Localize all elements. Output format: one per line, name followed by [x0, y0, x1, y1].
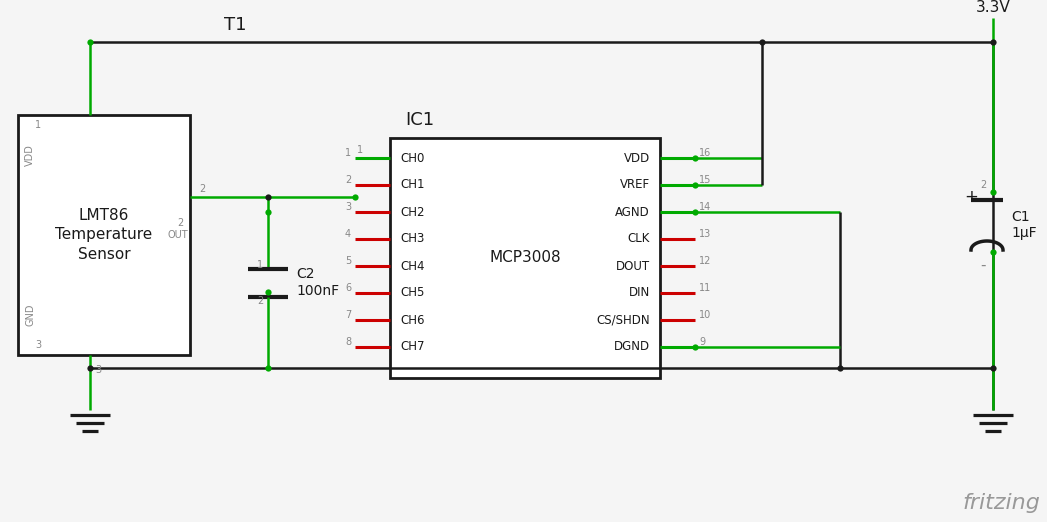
Text: VDD: VDD — [624, 151, 650, 164]
Text: 2: 2 — [257, 295, 263, 305]
Text: -: - — [980, 257, 985, 272]
Text: 1: 1 — [357, 145, 363, 155]
Bar — [389, 138, 660, 378]
Text: VREF: VREF — [620, 179, 650, 192]
Text: LMT86
Temperature
Sensor: LMT86 Temperature Sensor — [55, 208, 153, 262]
Text: OUT: OUT — [168, 230, 188, 240]
Text: 2: 2 — [344, 175, 351, 185]
Text: 4: 4 — [344, 229, 351, 239]
Text: DOUT: DOUT — [616, 259, 650, 272]
Text: MCP3008: MCP3008 — [489, 251, 561, 266]
Text: CH1: CH1 — [400, 179, 424, 192]
Text: DGND: DGND — [614, 340, 650, 353]
Text: 10: 10 — [699, 310, 711, 320]
Text: 3: 3 — [95, 365, 102, 375]
Text: IC1: IC1 — [405, 111, 435, 129]
Text: DIN: DIN — [629, 287, 650, 300]
Text: CH3: CH3 — [400, 232, 424, 245]
Text: 14: 14 — [699, 202, 711, 212]
Text: 13: 13 — [699, 229, 711, 239]
Text: GND: GND — [25, 304, 35, 326]
Text: 7: 7 — [344, 310, 351, 320]
Text: 1: 1 — [257, 259, 263, 269]
Text: +: + — [964, 188, 978, 206]
Text: fritzing: fritzing — [962, 493, 1040, 513]
Text: 2: 2 — [177, 218, 183, 228]
Text: 3: 3 — [344, 202, 351, 212]
Text: 16: 16 — [699, 148, 711, 158]
Text: CS/SHDN: CS/SHDN — [597, 314, 650, 326]
Text: 2: 2 — [980, 180, 986, 190]
Text: VDD: VDD — [25, 144, 35, 166]
Text: CH0: CH0 — [400, 151, 424, 164]
Text: 3.3V: 3.3V — [976, 1, 1010, 16]
Text: 3: 3 — [35, 340, 41, 350]
Text: 1: 1 — [35, 120, 41, 130]
Text: 1: 1 — [344, 148, 351, 158]
Text: C1
1μF: C1 1μF — [1011, 210, 1037, 240]
Text: 15: 15 — [699, 175, 711, 185]
Text: 12: 12 — [699, 256, 711, 266]
Text: 9: 9 — [699, 337, 705, 347]
Text: 5: 5 — [344, 256, 351, 266]
Text: 11: 11 — [699, 283, 711, 293]
Text: CH5: CH5 — [400, 287, 424, 300]
Text: 6: 6 — [344, 283, 351, 293]
Text: AGND: AGND — [616, 206, 650, 219]
Text: CH7: CH7 — [400, 340, 424, 353]
Text: CH2: CH2 — [400, 206, 424, 219]
Text: CH6: CH6 — [400, 314, 424, 326]
Text: 8: 8 — [344, 337, 351, 347]
Bar — [18, 115, 190, 355]
Text: 2: 2 — [199, 184, 205, 194]
Text: CLK: CLK — [627, 232, 650, 245]
Text: T1: T1 — [224, 16, 246, 34]
Text: CH4: CH4 — [400, 259, 424, 272]
Text: C2
100nF: C2 100nF — [296, 267, 339, 298]
